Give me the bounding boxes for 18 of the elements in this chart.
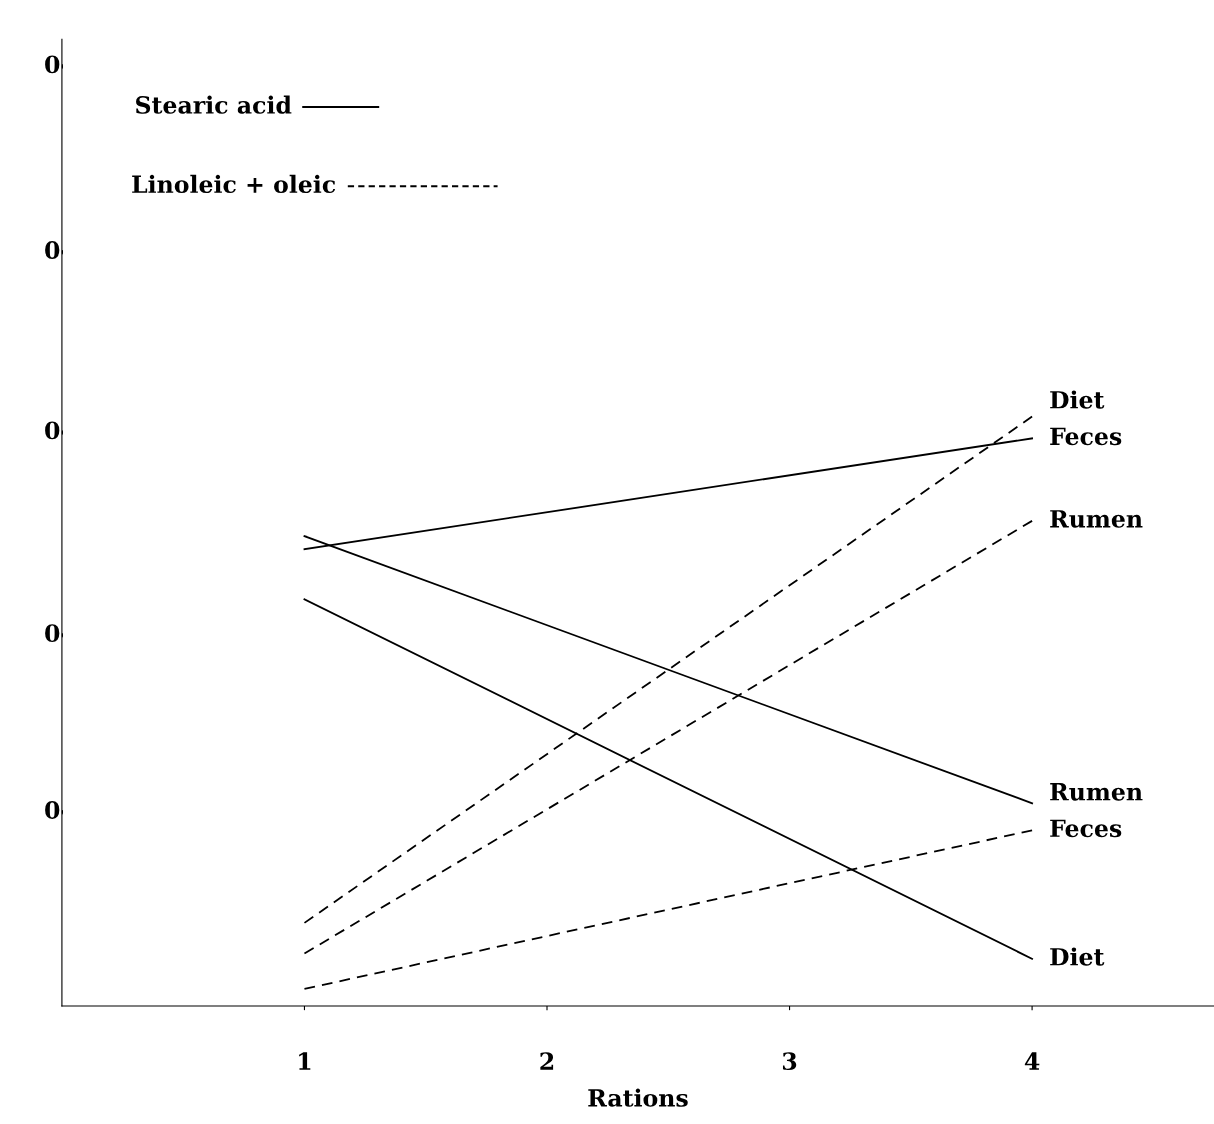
series-label: Feces (1050, 427, 1122, 446)
text: 0 (45, 624, 60, 643)
series-label: Diet (1050, 390, 1105, 409)
text: Stearic acid (136, 95, 292, 114)
text: 0 (45, 421, 60, 440)
text: Linoleic + oleic (132, 174, 336, 194)
text: 0 (45, 55, 60, 74)
x-axis-title: Rations (588, 1088, 688, 1107)
series-label: Diet (1050, 947, 1105, 966)
text: 0 (45, 801, 60, 819)
x-tick-label: 3 (782, 1052, 797, 1071)
series-label: Feces (1050, 819, 1122, 838)
x-tick-label: 1 (299, 1052, 311, 1070)
x-tick-label: 2 (540, 1052, 554, 1070)
series-label: Rumen (1050, 783, 1143, 801)
x-tick-label: 4 (1024, 1052, 1040, 1070)
text: 0 (45, 241, 60, 259)
series-label: Rumen (1050, 510, 1143, 528)
